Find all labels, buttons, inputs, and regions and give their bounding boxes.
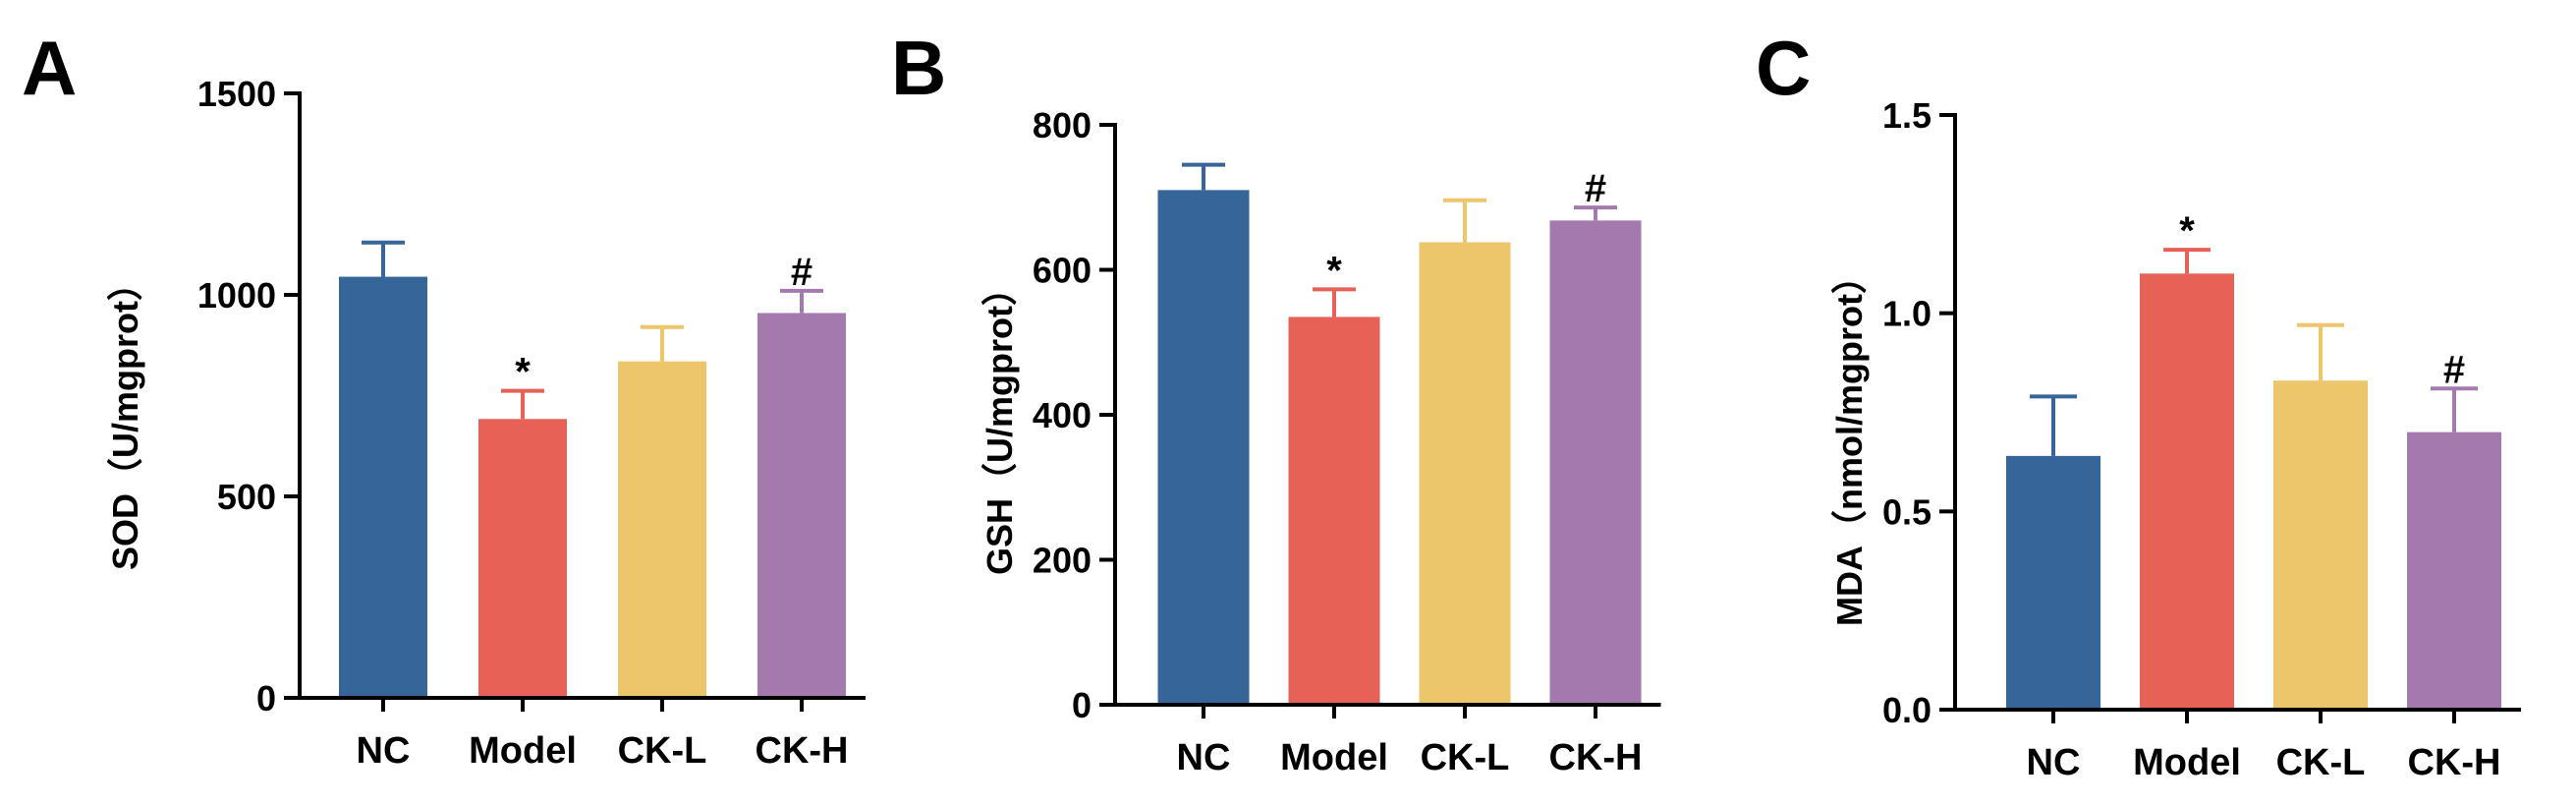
y-tick-label-b-2: 400 xyxy=(1033,395,1092,435)
bar-c-ck-h xyxy=(2407,431,2501,710)
bar-b-ck-h xyxy=(1549,220,1642,705)
significance-mark-b-ck-h: # xyxy=(1585,167,1606,210)
significance-mark-b-model: * xyxy=(1326,249,1342,292)
plot-area-c: NC * Model CK-L # CK-H 0.0 0.5 1.0 1.5 xyxy=(1882,95,2521,783)
panel-letter-c: C xyxy=(1756,25,1811,111)
x-tick-label-c-ck-l: CK-L xyxy=(2276,742,2366,783)
panel-letter-a: A xyxy=(22,25,77,111)
bar-c-model xyxy=(2140,273,2234,710)
bar-b-ck-l xyxy=(1419,242,1511,705)
y-tick-label-a-3: 1500 xyxy=(197,74,276,114)
panel-b: B GSH（U/mgprot） NC * Model CK-L # CK-H 0 200 400… xyxy=(891,25,1661,778)
significance-mark-c-model: * xyxy=(2179,209,2195,253)
x-tick-label-a-ck-h: CK-H xyxy=(756,730,849,772)
y-axis-title-b: GSH（U/mgprot） xyxy=(980,270,1020,575)
panel-a: A SOD（U/mgprot） NC * Model CK-L # CK-H 0 500 100… xyxy=(22,25,866,772)
x-tick-label-c-nc: NC xyxy=(2027,742,2081,783)
y-tick-label-a-0: 0 xyxy=(256,678,276,719)
x-tick-label-b-ck-l: CK-L xyxy=(1421,737,1510,778)
panel-letter-b: B xyxy=(891,25,946,111)
y-axis-title-a: SOD（U/mgprot） xyxy=(105,265,145,570)
x-tick-label-b-nc: NC xyxy=(1177,737,1231,778)
significance-mark-c-ck-h: # xyxy=(2443,348,2465,391)
bar-a-ck-h xyxy=(757,313,846,698)
bar-a-ck-l xyxy=(618,361,706,698)
bar-a-nc xyxy=(339,276,427,698)
x-tick-label-b-model: Model xyxy=(1280,737,1388,778)
y-axis-title-c: MDA（nmol/mgprot） xyxy=(1829,259,1870,626)
y-tick-label-c-2: 1.0 xyxy=(1882,294,1932,334)
bar-b-model xyxy=(1288,316,1380,705)
x-tick-label-b-ck-h: CK-H xyxy=(1549,737,1643,778)
y-tick-label-b-3: 600 xyxy=(1033,251,1092,291)
y-tick-label-b-1: 200 xyxy=(1033,541,1092,581)
y-tick-label-c-3: 1.5 xyxy=(1882,95,1932,136)
plot-area-a: NC * Model CK-L # CK-H 0 500 1000 1500 xyxy=(197,74,866,772)
significance-mark-a-ck-h: # xyxy=(791,251,812,294)
x-tick-label-c-model: Model xyxy=(2133,742,2241,783)
panel-c: C MDA（nmol/mgprot） NC * Model CK-L # CK-H 0.0 0… xyxy=(1756,25,2521,783)
y-tick-label-b-4: 800 xyxy=(1033,105,1092,145)
x-tick-label-a-model: Model xyxy=(469,730,577,772)
x-tick-label-a-nc: NC xyxy=(357,730,411,772)
x-tick-label-a-ck-l: CK-L xyxy=(618,730,707,772)
y-tick-label-a-2: 1000 xyxy=(197,275,276,316)
bar-a-model xyxy=(478,419,567,698)
y-tick-label-b-0: 0 xyxy=(1072,685,1092,725)
bar-c-ck-l xyxy=(2273,380,2368,710)
bar-b-nc xyxy=(1157,190,1250,705)
x-tick-label-c-ck-h: CK-H xyxy=(2408,742,2501,783)
y-tick-label-c-1: 0.5 xyxy=(1882,491,1932,532)
plot-area-b: NC * Model CK-L # CK-H 0 200 400 600 800 xyxy=(1033,105,1661,778)
bar-c-nc xyxy=(2006,455,2100,710)
y-tick-label-a-1: 500 xyxy=(217,477,276,517)
significance-mark-a-model: * xyxy=(515,351,531,394)
y-tick-label-c-0: 0.0 xyxy=(1882,690,1932,730)
